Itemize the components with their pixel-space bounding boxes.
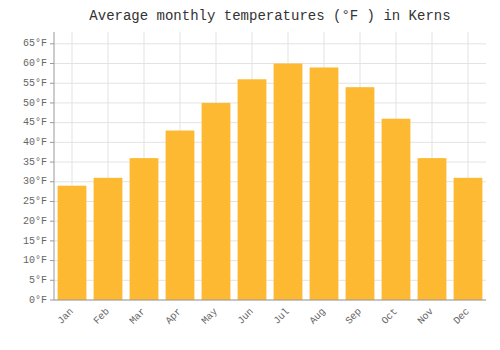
- y-tick-label: 15°F: [23, 236, 47, 247]
- y-axis-ticks: 0°F 5°F 10°F 15°F 20°F 25°F 30°F 35°F 40°F 45°F 50…: [23, 38, 54, 305]
- y-tick: [50, 260, 54, 261]
- bar: [418, 158, 447, 300]
- y-tick: [50, 102, 54, 103]
- y-tick: [50, 240, 54, 241]
- bar: [382, 119, 411, 300]
- x-tick-label: Jun: [235, 306, 256, 327]
- y-tick-label: 65°F: [23, 38, 47, 49]
- x-tick-label: Jan: [55, 306, 76, 327]
- bars: [58, 64, 483, 300]
- y-tick: [50, 201, 54, 202]
- y-tick: [50, 162, 54, 163]
- x-axis-line: [54, 300, 486, 301]
- bar: [274, 64, 303, 300]
- y-tick-label: 25°F: [23, 196, 47, 207]
- x-tick-label: Mar: [127, 306, 148, 327]
- y-tick-label: 35°F: [23, 157, 47, 168]
- y-grid-line: [54, 300, 486, 301]
- y-grid-line: [54, 122, 486, 123]
- y-axis-line: [54, 32, 55, 300]
- bar: [94, 178, 123, 300]
- y-tick-label: 20°F: [23, 216, 47, 227]
- bar: [58, 186, 87, 300]
- y-tick: [50, 43, 54, 44]
- x-tick-label: Aug: [307, 306, 328, 327]
- x-tick-label: Dec: [451, 306, 472, 327]
- y-grid-line: [54, 43, 486, 44]
- x-axis-ticks: Jan Feb Mar Apr May Jun Jul Aug Sep Oct Nov Dec: [55, 306, 472, 327]
- y-tick-label: 60°F: [23, 58, 47, 69]
- y-tick-label: 30°F: [23, 176, 47, 187]
- y-grid-line: [54, 63, 486, 64]
- y-grid-line: [54, 142, 486, 143]
- y-tick: [50, 221, 54, 222]
- y-tick-label: 55°F: [23, 78, 47, 89]
- chart-svg: Average monthly temperatures (°F ) in Ke…: [0, 0, 500, 350]
- bar: [238, 79, 267, 300]
- x-tick-label: Oct: [379, 306, 400, 327]
- grid: [54, 32, 486, 300]
- x-tick-label: Apr: [163, 306, 184, 327]
- x-tick-label: Jul: [271, 306, 292, 327]
- bar: [454, 178, 483, 300]
- y-tick: [50, 181, 54, 182]
- x-tick-label: Feb: [91, 306, 112, 327]
- chart-title: Average monthly temperatures (°F ) in Ke…: [89, 8, 450, 24]
- y-tick-label: 50°F: [23, 98, 47, 109]
- bar: [202, 103, 231, 300]
- y-tick-label: 5°F: [29, 275, 47, 286]
- x-tick-label: Nov: [415, 306, 436, 327]
- y-tick-label: 40°F: [23, 137, 47, 148]
- y-grid-line: [54, 83, 486, 84]
- y-tick-label: 0°F: [29, 295, 47, 306]
- bar: [310, 67, 339, 300]
- y-tick-label: 10°F: [23, 255, 47, 266]
- y-tick: [50, 142, 54, 143]
- background: [0, 0, 500, 350]
- y-tick-label: 45°F: [23, 117, 47, 128]
- bar: [130, 158, 159, 300]
- y-tick: [50, 83, 54, 84]
- y-tick: [50, 300, 54, 301]
- y-tick: [50, 122, 54, 123]
- chart-container: Average monthly temperatures (°F ) in Ke…: [0, 0, 500, 350]
- bar: [346, 87, 375, 300]
- x-tick-label: May: [199, 306, 220, 327]
- x-tick-label: Sep: [343, 306, 364, 327]
- y-tick: [50, 63, 54, 64]
- y-grid-line: [54, 102, 486, 103]
- y-tick: [50, 280, 54, 281]
- bar: [166, 131, 195, 300]
